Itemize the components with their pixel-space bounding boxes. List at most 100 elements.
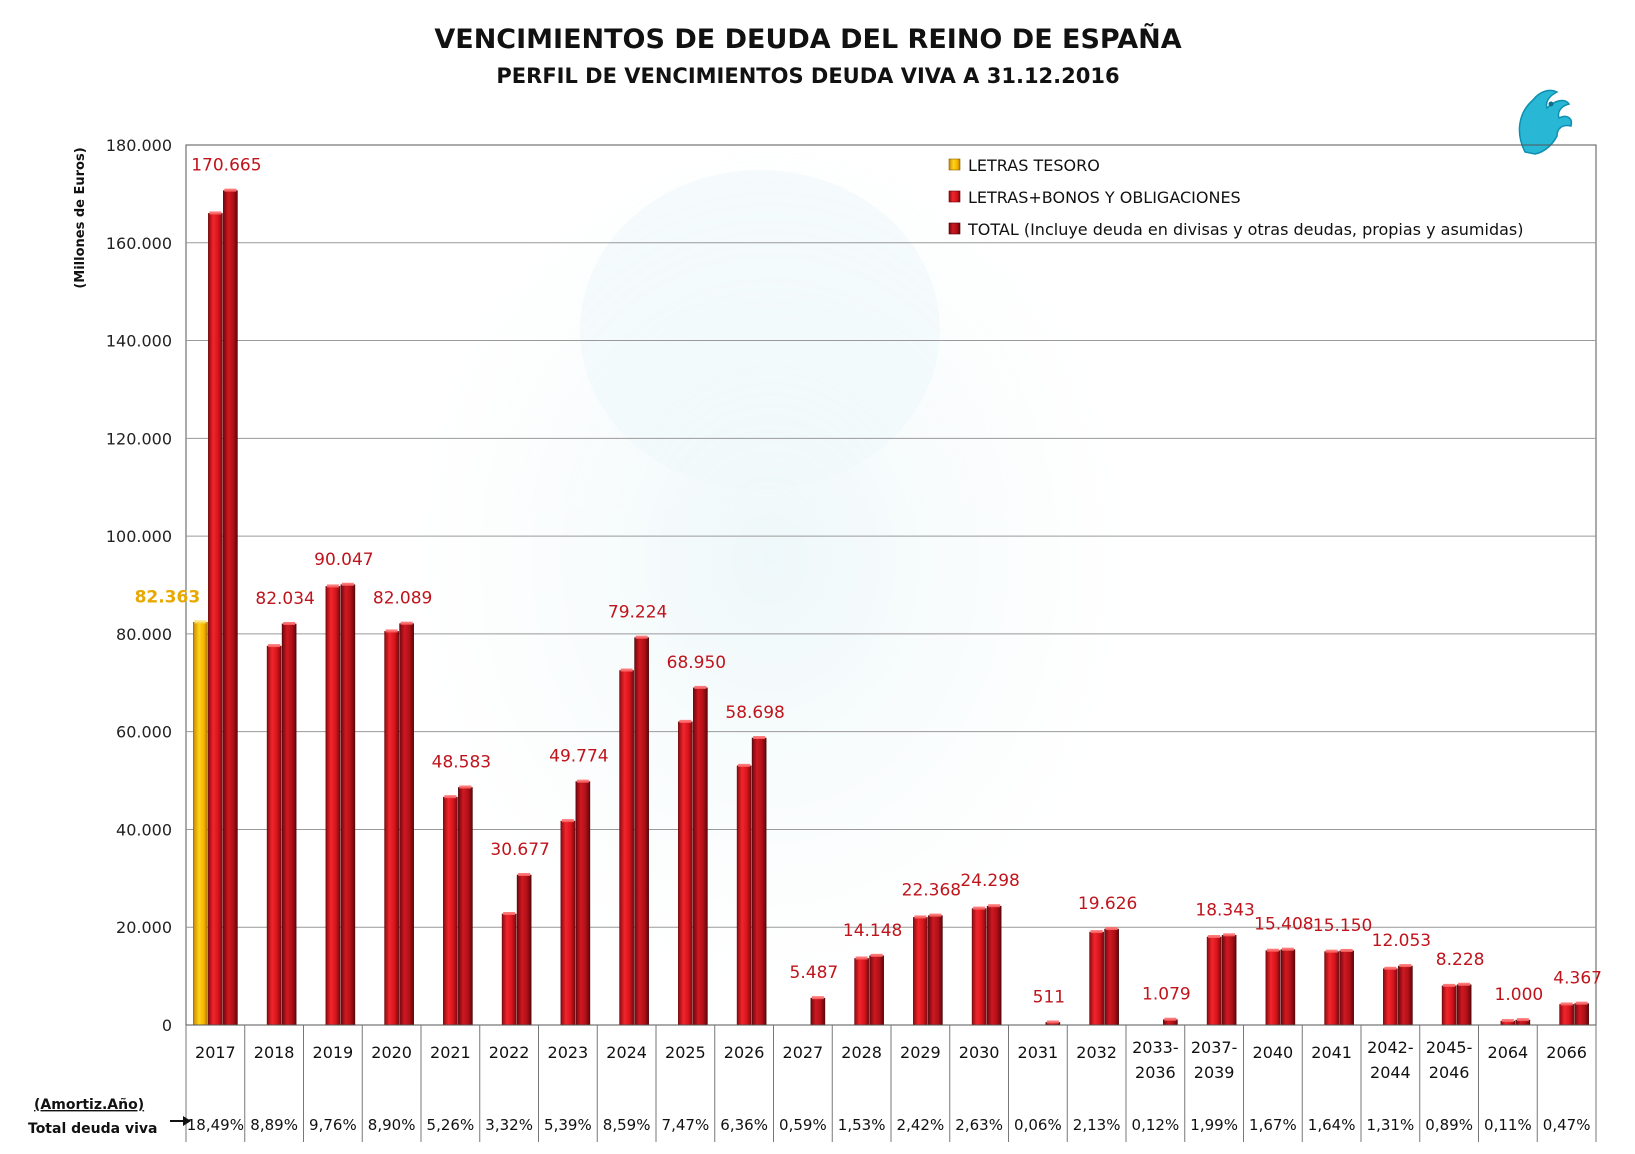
- x-category-label: 2019: [313, 1043, 354, 1062]
- bar-bonos: [325, 586, 341, 1026]
- data-label-total: 12.053: [1372, 931, 1431, 951]
- gridlines: [186, 242, 1596, 928]
- bar-top-highlight: [620, 668, 633, 672]
- bar-bonos: [1265, 950, 1281, 1026]
- chart-title: VENCIMIENTOS DE DEUDA DEL REINO DE ESPAÑ…: [434, 23, 1181, 55]
- category-table: 2017 18,49% 2018 8,89% 2019 9,76% 2020 8,90% 202…: [185, 1024, 1597, 1142]
- percent-value: 3,32%: [485, 1116, 533, 1134]
- bar-total: [810, 997, 826, 1026]
- bar-total: [1574, 1003, 1589, 1026]
- legend-label-letras: LETRAS TESORO: [968, 156, 1100, 175]
- data-label-total: 68.950: [667, 653, 726, 673]
- bar-total: [458, 787, 473, 1026]
- bar-total: [869, 955, 884, 1026]
- bar-total: [399, 623, 414, 1026]
- bar-total: [634, 637, 649, 1026]
- y-tick-label: 80.000: [116, 625, 172, 644]
- bar-total: [575, 781, 591, 1026]
- bar-top-highlight: [194, 620, 207, 624]
- bar-bonos: [913, 917, 928, 1026]
- y-tick-label: 100.000: [106, 527, 172, 546]
- x-category-label: 2040: [1253, 1043, 1294, 1062]
- x-category-label: 2031: [1018, 1043, 1059, 1062]
- bar-total: [693, 687, 708, 1026]
- bar-bonos: [208, 213, 223, 1026]
- bar-bonos: [678, 721, 693, 1026]
- bar-top-highlight: [694, 685, 707, 689]
- bar-top-highlight: [1208, 935, 1221, 938]
- bar-top-highlight: [400, 621, 413, 625]
- percent-value: 9,76%: [309, 1116, 357, 1134]
- bar-top-highlight: [1223, 933, 1236, 937]
- data-label-total: 4.367: [1553, 969, 1602, 989]
- percent-value: 8,59%: [603, 1116, 651, 1134]
- bar-top-highlight: [1575, 1001, 1588, 1005]
- y-tick-label: 180.000: [106, 136, 172, 155]
- data-label-total: 15.408: [1254, 915, 1313, 935]
- bar-bonos: [619, 670, 634, 1026]
- legend-label-bonos: LETRAS+BONOS Y OBLIGACIONES: [968, 188, 1241, 207]
- bar-bonos: [266, 645, 282, 1026]
- data-label-total: 24.298: [960, 871, 1019, 891]
- x-category-label: 2028: [841, 1043, 882, 1062]
- watermark-emblem: [410, 130, 1130, 990]
- bar-top-highlight: [561, 819, 574, 823]
- x-category-label: 2023: [548, 1043, 589, 1062]
- bar-bonos: [1206, 936, 1222, 1026]
- chart-subtitle: PERFIL DE VENCIMIENTOS DEUDA VIVA A 31.1…: [496, 64, 1119, 88]
- bar-top-highlight: [1090, 930, 1103, 934]
- bar-total: [1339, 950, 1354, 1026]
- y-tick-label: 60.000: [116, 723, 172, 742]
- bar-top-highlight: [1281, 947, 1294, 951]
- percent-row-header: (Amortiz.Año): [34, 1097, 144, 1113]
- bar-top-highlight: [1325, 949, 1338, 953]
- y-tick-label: 40.000: [116, 820, 172, 839]
- x-category-label: 2020: [371, 1043, 412, 1062]
- bar-bonos: [384, 631, 399, 1026]
- data-label-total: 1.079: [1142, 985, 1191, 1005]
- data-label-total: 15.150: [1313, 916, 1372, 936]
- bar-top-highlight: [1384, 966, 1397, 970]
- bar-top-highlight: [385, 629, 398, 633]
- y-tick-label: 160.000: [106, 234, 172, 253]
- bar-top-highlight: [1399, 964, 1412, 968]
- bar-top-highlight: [1443, 983, 1456, 987]
- data-label-total: 22.368: [902, 881, 961, 901]
- percent-value: 2,63%: [955, 1116, 1003, 1134]
- percent-value: 1,99%: [1190, 1116, 1238, 1134]
- bar-top-highlight: [503, 912, 516, 916]
- percent-row-label: Total deuda viva: [28, 1121, 157, 1137]
- y-axis-label: (Millones de Euros): [73, 147, 88, 288]
- bar-bonos: [736, 765, 752, 1026]
- percent-value: 0,59%: [779, 1116, 827, 1134]
- percent-value: 1,67%: [1249, 1116, 1297, 1134]
- data-label-total: 58.698: [725, 703, 784, 723]
- data-label-total: 170.665: [191, 156, 261, 176]
- y-tick-label: 0: [162, 1016, 172, 1035]
- bar-top-highlight: [870, 953, 883, 957]
- x-category-label: 2030: [959, 1043, 1000, 1062]
- percent-value: 2,13%: [1073, 1116, 1121, 1134]
- bar-top-highlight: [679, 719, 692, 723]
- data-label-total: 90.047: [314, 550, 373, 570]
- x-category-label: 2033-2036: [1132, 1038, 1179, 1082]
- bar-letras: [193, 622, 208, 1026]
- data-label-total: 30.677: [490, 840, 549, 860]
- percent-value: 7,47%: [662, 1116, 710, 1134]
- bar-top-highlight: [855, 956, 868, 960]
- bar-top-highlight: [1105, 927, 1118, 931]
- bar-top-highlight: [914, 915, 927, 919]
- bar-bonos: [1089, 931, 1104, 1026]
- data-label-total: 19.626: [1078, 894, 1137, 914]
- x-category-label: 2032: [1076, 1043, 1117, 1062]
- bar-top-highlight: [283, 621, 296, 625]
- y-tick-label: 20.000: [116, 918, 172, 937]
- x-category-label: 2024: [606, 1043, 647, 1062]
- percent-value: 1,64%: [1308, 1116, 1356, 1134]
- bar-total: [281, 623, 297, 1026]
- bar-bonos: [1441, 985, 1457, 1026]
- x-category-label: 2064: [1488, 1043, 1529, 1062]
- x-category-label: 2021: [430, 1043, 471, 1062]
- data-label-total: 82.034: [255, 589, 314, 609]
- legend: LETRAS TESORO LETRAS+BONOS Y OBLIGACIONE…: [948, 156, 1524, 239]
